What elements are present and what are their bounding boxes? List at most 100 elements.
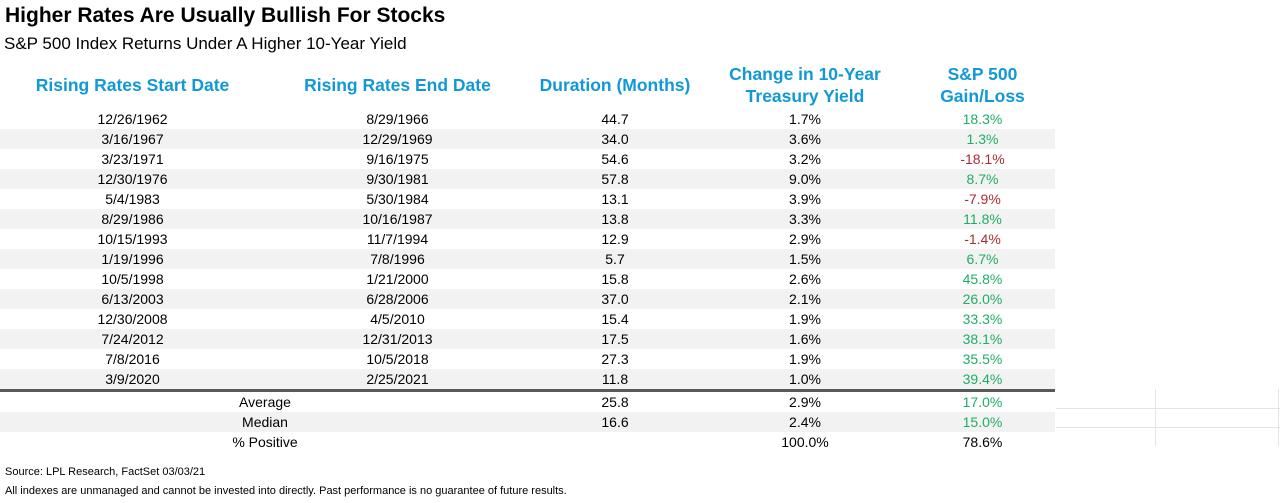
cell-duration: 5.7 [605,251,625,267]
cell-end-date: 11/7/1994 [366,231,429,247]
cell-yield-change: 1.9% [789,351,821,367]
cell-yield-change: 2.1% [789,291,821,307]
cell-start-date: 10/15/1993 [97,231,168,247]
cell-gain-loss: 26.0% [962,291,1003,307]
cell-end-date: 1/21/2000 [366,271,429,287]
cell-start-date: 3/23/1971 [101,151,164,167]
cell-yield-change: 1.5% [789,251,821,267]
cell-end-date: 4/5/2010 [370,311,425,327]
page-title: Higher Rates Are Usually Bullish For Sto… [5,4,446,27]
summary-row: % Positive 100.0% 78.6% [0,432,1055,452]
cell-start-date: 7/8/2016 [105,351,160,367]
cell-end-date: 6/28/2006 [366,291,429,307]
cell-yield-change: 9.0% [789,171,821,187]
cell-end-date: 5/30/1984 [366,191,429,207]
source-note: Source: LPL Research, FactSet 03/03/21 [5,466,206,478]
cell-gain-loss: 35.5% [962,351,1003,367]
cell-gain-loss: 38.1% [962,331,1003,347]
table-row: 7/8/2016 10/5/2018 27.3 1.9% 35.5% [0,349,1055,369]
cell-yield-change: 2.6% [789,271,821,287]
cell-gain-loss: -1.4% [964,231,1001,247]
table-row: 10/5/1998 1/21/2000 15.8 2.6% 45.8% [0,269,1055,289]
spreadsheet-gridline-vertical [1155,389,1156,446]
cell-yield-change: 2.4% [789,414,821,430]
disclaimer-note: All indexes are unmanaged and cannot be … [5,485,567,497]
table-row: 12/30/2008 4/5/2010 15.4 1.9% 33.3% [0,309,1055,329]
cell-duration: 27.3 [601,351,629,367]
cell-yield-change: 1.0% [789,371,821,387]
column-header-end-date: Rising Rates End Date [304,74,491,95]
cell-end-date: 7/8/1996 [370,251,425,267]
cell-gain-loss: 45.8% [962,271,1003,287]
cell-duration [530,432,700,452]
cell-start-date: 8/29/1986 [101,211,164,227]
cell-summary-label: % Positive [232,434,298,450]
cell-duration: 12.9 [601,231,629,247]
cell-start-date: 10/5/1998 [101,271,164,287]
table-row: 7/24/2012 12/31/2013 17.5 1.6% 38.1% [0,329,1055,349]
cell-gain-loss: 15.0% [962,414,1003,430]
cell-start-date: 12/26/1962 [97,111,168,127]
cell-gain-loss: 17.0% [910,389,1055,412]
cell-end-date: 10/16/1987 [362,211,433,227]
column-header-duration: Duration (Months) [539,74,691,95]
cell-duration: 25.8 [530,389,700,412]
cell-yield-change: 2.9% [700,389,910,412]
table-row: 1/19/1996 7/8/1996 5.7 1.5% 6.7% [0,249,1055,269]
cell-yield-change: 3.3% [789,211,821,227]
cell-start-date: 7/24/2012 [101,331,164,347]
cell-yield-change: 1.9% [789,311,821,327]
spreadsheet-gridline-horizontal [1056,408,1280,409]
cell-yield-change: 1.6% [789,331,821,347]
cell-summary-label: Median [242,414,288,430]
cell-duration: 34.0 [601,131,629,147]
cell-end-date: 12/31/2013 [362,331,433,347]
cell-duration: 57.8 [601,171,629,187]
cell-gain-loss: 8.7% [966,171,999,187]
cell-end-date: 9/30/1981 [366,171,429,187]
column-header-yield-change: Change in 10-Year Treasury Yield [729,63,881,106]
page-subtitle: S&P 500 Index Returns Under A Higher 10-… [4,34,407,53]
table-row: 12/30/1976 9/30/1981 57.8 9.0% 8.7% [0,169,1055,189]
cell-end-date: 8/29/1966 [366,111,429,127]
cell-gain-loss: 11.8% [963,211,1002,227]
spreadsheet-gridline-horizontal [1056,427,1280,428]
cell-end-date: 12/29/1969 [362,131,433,147]
cell-yield-change: 2.9% [789,231,821,247]
cell-end-date: 9/16/1975 [366,151,429,167]
cell-gain-loss: 1.3% [966,131,999,147]
cell-start-date: 3/9/2020 [105,371,160,387]
cell-duration: 44.7 [601,111,629,127]
summary-row: Median 16.6 2.4% 15.0% [0,412,1055,432]
column-header-gain-loss: S&P 500 Gain/Loss [940,63,1025,106]
table-row: 3/16/1967 12/29/1969 34.0 3.6% 1.3% [0,129,1055,149]
cell-gain-loss: 33.3% [962,311,1003,327]
cell-duration: 37.0 [601,291,629,307]
cell-gain-loss: 39.4% [962,371,1003,387]
cell-duration: 16.6 [601,414,629,430]
cell-summary-label: Average [0,389,530,412]
table-row: 3/23/1971 9/16/1975 54.6 3.2% -18.1% [0,149,1055,169]
table-row: 12/26/1962 8/29/1966 44.7 1.7% 18.3% [0,109,1055,129]
table-body: 12/26/1962 8/29/1966 44.7 1.7% 18.3% 3/16/196… [0,109,1055,391]
cell-gain-loss: 6.7% [966,251,999,267]
spreadsheet-gridline-vertical [1278,389,1279,446]
cell-yield-change: 3.2% [789,151,821,167]
cell-gain-loss: -18.1% [960,151,1005,167]
summary-row: Average 25.8 2.9% 17.0% [0,389,1055,412]
cell-start-date: 12/30/1976 [97,171,168,187]
cell-start-date: 6/13/2003 [101,291,164,307]
cell-duration: 13.8 [601,211,629,227]
cell-duration: 11.8 [601,371,629,387]
cell-start-date: 3/16/1967 [101,131,164,147]
table-row: 8/29/1986 10/16/1987 13.8 3.3% 11.8% [0,209,1055,229]
cell-duration: 17.5 [601,331,629,347]
cell-duration: 15.4 [601,311,629,327]
cell-start-date: 1/19/1996 [101,251,164,267]
table-row: 3/9/2020 2/25/2021 11.8 1.0% 39.4% [0,369,1055,391]
cell-duration: 54.6 [601,151,629,167]
returns-table: Rising Rates Start Date Rising Rates End… [0,60,1055,452]
cell-duration: 13.1 [601,191,629,207]
cell-gain-loss: 78.6% [962,434,1003,450]
table-summary: Average 25.8 2.9% 17.0% Median 16.6 2.4% 15.0%%… [0,389,1055,453]
